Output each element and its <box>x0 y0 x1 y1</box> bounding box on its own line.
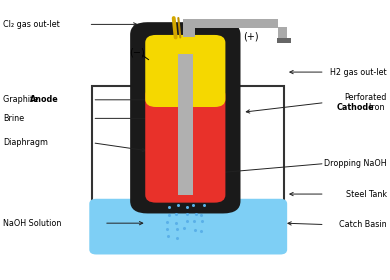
FancyBboxPatch shape <box>130 22 241 213</box>
Bar <box>277 38 291 43</box>
FancyBboxPatch shape <box>145 87 225 203</box>
Bar <box>178 53 193 195</box>
Text: Steel Tank: Steel Tank <box>346 190 386 199</box>
Text: Perforated: Perforated <box>344 92 386 102</box>
Text: Cl₂ gas out-let: Cl₂ gas out-let <box>4 20 60 29</box>
Bar <box>183 19 195 38</box>
Text: Cathode: Cathode <box>336 103 374 112</box>
Text: Iron: Iron <box>369 103 386 112</box>
Text: Brine: Brine <box>4 114 25 123</box>
FancyBboxPatch shape <box>145 35 225 107</box>
Text: Diaphragm: Diaphragm <box>4 138 48 147</box>
Bar <box>189 19 278 28</box>
Text: H2 gas out-let: H2 gas out-let <box>330 67 386 77</box>
Text: Anode: Anode <box>30 95 59 104</box>
Text: NaOH Solution: NaOH Solution <box>4 219 62 228</box>
Text: (+): (+) <box>243 31 259 41</box>
Text: Catch Basin: Catch Basin <box>339 220 386 229</box>
Bar <box>278 27 287 41</box>
FancyBboxPatch shape <box>89 199 287 255</box>
Text: (−): (−) <box>129 48 145 58</box>
Text: Graphite: Graphite <box>4 95 41 104</box>
Text: Dropping NaOH: Dropping NaOH <box>324 159 386 168</box>
Bar <box>92 86 284 251</box>
